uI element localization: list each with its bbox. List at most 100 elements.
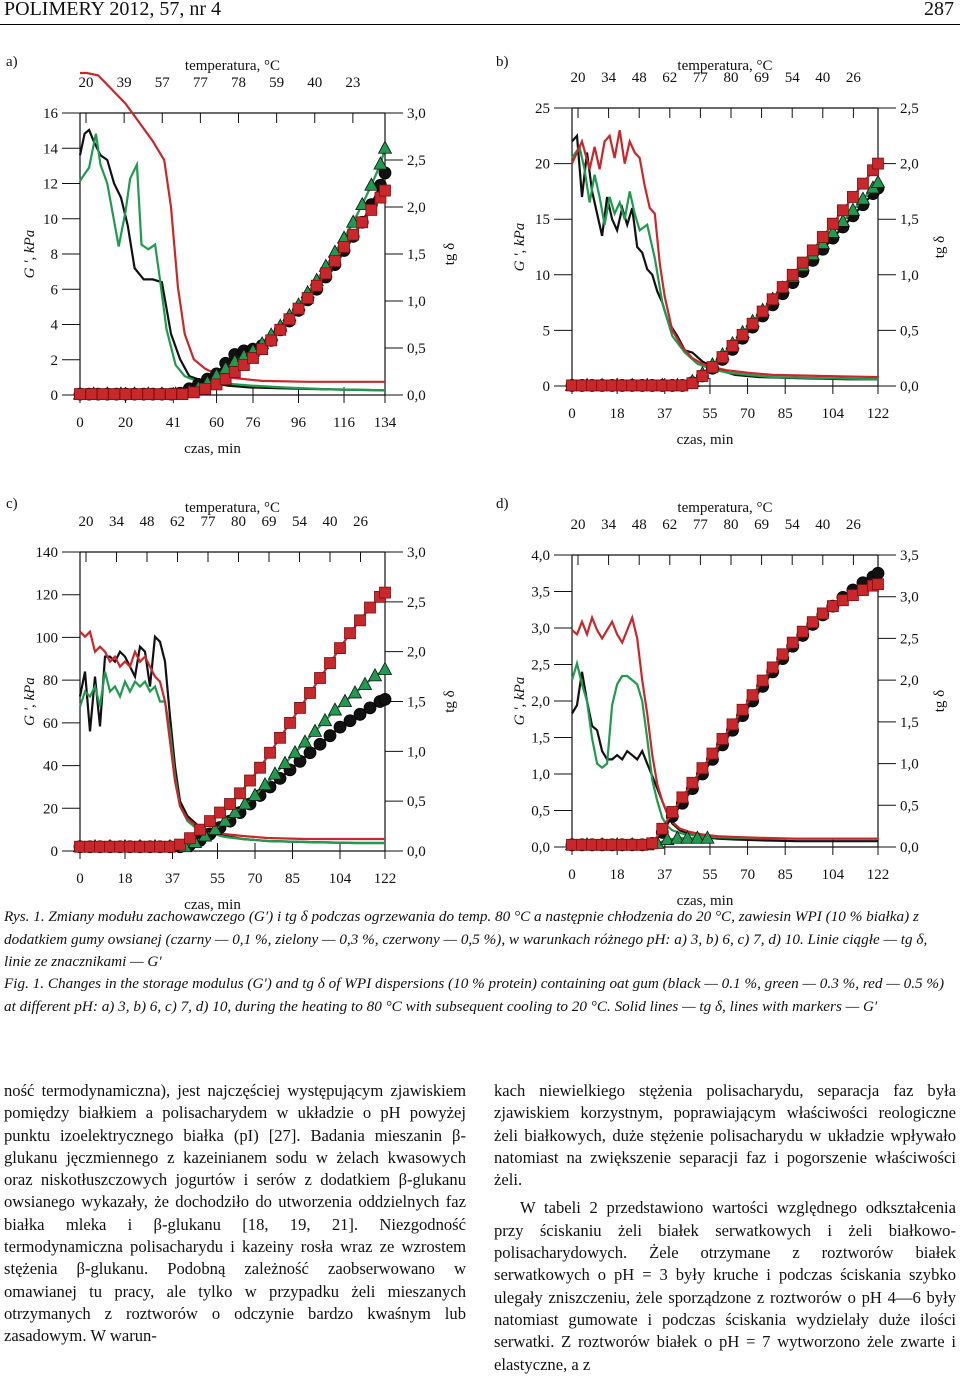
data-point-square: [144, 840, 156, 853]
data-point-square: [134, 840, 146, 853]
data-point-square: [264, 746, 276, 759]
data-point-triangle: [257, 776, 273, 791]
data-point-triangle: [307, 723, 323, 737]
x-tick-label: 18: [610, 867, 625, 883]
series-line-1f9a4f: [79, 133, 386, 392]
data-point-square: [334, 642, 346, 655]
data-point-square: [84, 840, 96, 853]
y2-tick-label: 0,0: [900, 840, 919, 856]
x-tick-label: 76: [245, 415, 261, 431]
data-point-square: [847, 191, 859, 203]
top-tick-label: 54: [785, 517, 801, 533]
data-point-square: [94, 840, 106, 853]
data-point-square: [586, 838, 598, 851]
data-point-triangle: [700, 830, 715, 844]
data-point-triangle: [680, 830, 695, 844]
top-tick-label: 80: [724, 70, 739, 86]
data-point-square: [324, 657, 336, 669]
top-tick-label: 26: [846, 70, 862, 86]
data-point-square: [796, 625, 809, 638]
data-point-square: [228, 366, 241, 378]
journal-title: POLIMERY 2012, 57, nr 4: [4, 0, 222, 20]
data-point-square: [247, 352, 259, 364]
data-point-triangle: [825, 224, 841, 238]
top-tick-label: 62: [662, 517, 677, 533]
x-tick-label: 0: [76, 415, 84, 431]
x-tick-label: 0: [568, 406, 576, 422]
data-point-square: [104, 840, 116, 853]
y2-tick-label: 0,0: [900, 379, 919, 395]
data-point-triangle: [347, 685, 363, 699]
top-tick-label: 69: [262, 514, 277, 530]
data-point-square: [606, 379, 619, 392]
top-tick-label: 77: [693, 517, 709, 533]
y-tick-label: 60: [43, 716, 58, 732]
data-point-square: [786, 636, 799, 649]
y2-tick-label: 0,5: [900, 798, 919, 814]
x-tick-label: 116: [333, 415, 355, 431]
x-tick-label: 18: [118, 871, 133, 887]
data-point-square: [816, 607, 829, 620]
data-point-square: [347, 228, 360, 241]
y2-tick-label: 0,0: [407, 388, 426, 404]
data-point-square: [872, 157, 884, 170]
data-point-square: [237, 359, 250, 371]
x-tick-label: 70: [740, 406, 755, 422]
y2-tick-label: 2,5: [407, 153, 426, 169]
data-point-square: [666, 379, 679, 392]
y-tick-label: 0: [51, 844, 59, 860]
data-point-square: [329, 255, 341, 267]
data-point-triangle: [377, 661, 393, 675]
data-point-square: [379, 184, 391, 197]
x-tick-label: 122: [867, 406, 890, 422]
data-point-square: [576, 838, 588, 851]
data-point-triangle: [287, 744, 303, 759]
data-point-square: [766, 661, 779, 674]
column-left: ność termodynamiczna), jest najczęściej …: [4, 1080, 466, 1348]
y-tick-label: 20: [43, 801, 58, 817]
data-point-square: [96, 388, 109, 401]
y-tick-label: 0,0: [531, 840, 550, 856]
data-point-square: [806, 616, 819, 629]
data-point-square: [706, 361, 719, 373]
data-point-square: [204, 815, 216, 827]
top-tick-label: 26: [846, 517, 862, 533]
x-tick-label: 96: [291, 415, 307, 431]
data-point-square: [826, 217, 839, 230]
data-point-square: [199, 382, 212, 395]
top-tick-label: 59: [269, 75, 284, 91]
y2-axis-label: tg δ: [932, 690, 948, 713]
data-point-square: [676, 379, 689, 392]
y2-tick-label: 2,0: [900, 157, 919, 173]
data-point-triangle: [277, 755, 293, 769]
panel-label: b): [496, 54, 509, 70]
data-point-square: [766, 293, 779, 306]
data-point-square: [344, 627, 356, 640]
data-point-square: [806, 244, 819, 257]
y2-axis-label: tg δ: [932, 236, 948, 259]
paragraph: ność termodynamiczna), jest najczęściej …: [4, 1081, 466, 1346]
paragraph: W tabeli 2 przedstawiono wartości względ…: [494, 1198, 956, 1374]
y2-axis-label: tg δ: [442, 690, 458, 713]
top-tick-label: 69: [754, 70, 769, 86]
data-point-square: [310, 279, 323, 292]
top-axis-title: temperatura, °C: [677, 500, 772, 516]
data-point-square: [736, 703, 749, 716]
y-tick-label: 8: [51, 247, 59, 263]
top-tick-label: 62: [662, 70, 677, 86]
panel-label: c): [6, 496, 18, 512]
x-tick-label: 134: [374, 415, 397, 431]
y-tick-label: 3,5: [531, 585, 550, 601]
data-point-square: [114, 840, 126, 853]
data-point-square: [746, 317, 759, 330]
x-tick-label: 122: [867, 867, 890, 883]
y-tick-label: 2,0: [531, 694, 550, 710]
body-text: ność termodynamiczna), jest najczęściej …: [0, 1080, 960, 1387]
header-rule: [0, 24, 960, 25]
data-point-triangle: [670, 830, 685, 844]
y-tick-label: 10: [43, 212, 58, 228]
data-point-circle: [363, 701, 377, 715]
data-point-square: [676, 791, 689, 804]
y-tick-label: 2: [51, 353, 59, 369]
data-point-square: [706, 747, 719, 760]
